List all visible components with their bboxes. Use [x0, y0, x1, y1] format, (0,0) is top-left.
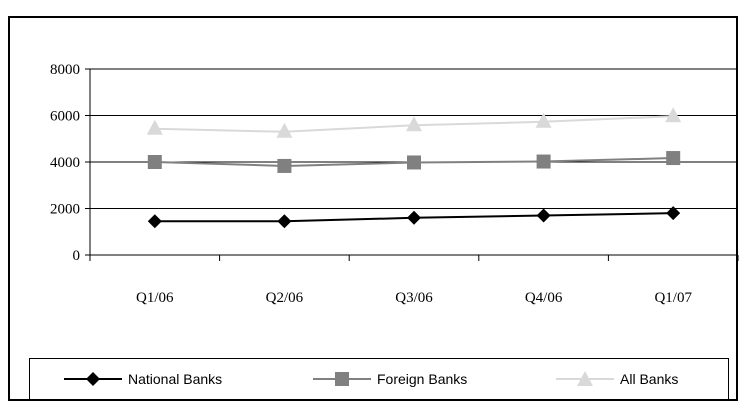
- y-tick-label-3: 6000: [50, 109, 80, 125]
- y-tick-label-4: 8000: [50, 62, 80, 78]
- x-tick-label-0: Q1/06: [136, 290, 174, 306]
- x-tick-label-4: Q1/07: [654, 290, 692, 306]
- y-tick-label-0: 0: [73, 248, 81, 264]
- data-point-all-banks-4: [665, 107, 682, 123]
- data-point-foreign-banks-1: [277, 158, 292, 173]
- data-point-foreign-banks-2: [407, 155, 421, 170]
- legend-item-all-banks: All Banks: [556, 367, 678, 391]
- legend-item-national-banks: National Banks: [64, 367, 222, 391]
- data-point-all-banks-3: [535, 112, 552, 128]
- data-point-all-banks-2: [406, 116, 422, 132]
- x-tick-label-3: Q4/06: [525, 290, 563, 306]
- legend-swatch-foreign-banks: [313, 372, 371, 386]
- data-point-foreign-banks-3: [536, 154, 551, 169]
- data-point-foreign-banks-0: [147, 155, 162, 169]
- data-point-national-banks-1: [277, 214, 292, 229]
- data-point-all-banks-1: [276, 122, 293, 138]
- x-tick-label-2: Q3/06: [395, 290, 433, 306]
- legend-item-foreign-banks: Foreign Banks: [313, 367, 467, 391]
- data-point-national-banks-0: [147, 214, 162, 229]
- legend: National Banks Foreign Banks All Banks: [29, 358, 729, 400]
- legend-label-national-banks: National Banks: [128, 371, 223, 387]
- data-point-foreign-banks-4: [666, 151, 681, 166]
- x-tick-label-1: Q2/06: [266, 290, 304, 306]
- legend-swatch-national-banks: [64, 372, 122, 386]
- data-point-national-banks-2: [407, 210, 421, 225]
- data-point-national-banks-3: [536, 208, 551, 223]
- legend-swatch-all-banks: [556, 371, 614, 386]
- legend-label-foreign-banks: Foreign Banks: [377, 371, 468, 387]
- legend-label-all-banks: All Banks: [620, 371, 679, 387]
- y-tick-label-2: 4000: [50, 155, 80, 171]
- data-point-all-banks-0: [146, 119, 163, 135]
- data-point-national-banks-4: [666, 206, 681, 221]
- y-tick-label-1: 2000: [50, 202, 80, 218]
